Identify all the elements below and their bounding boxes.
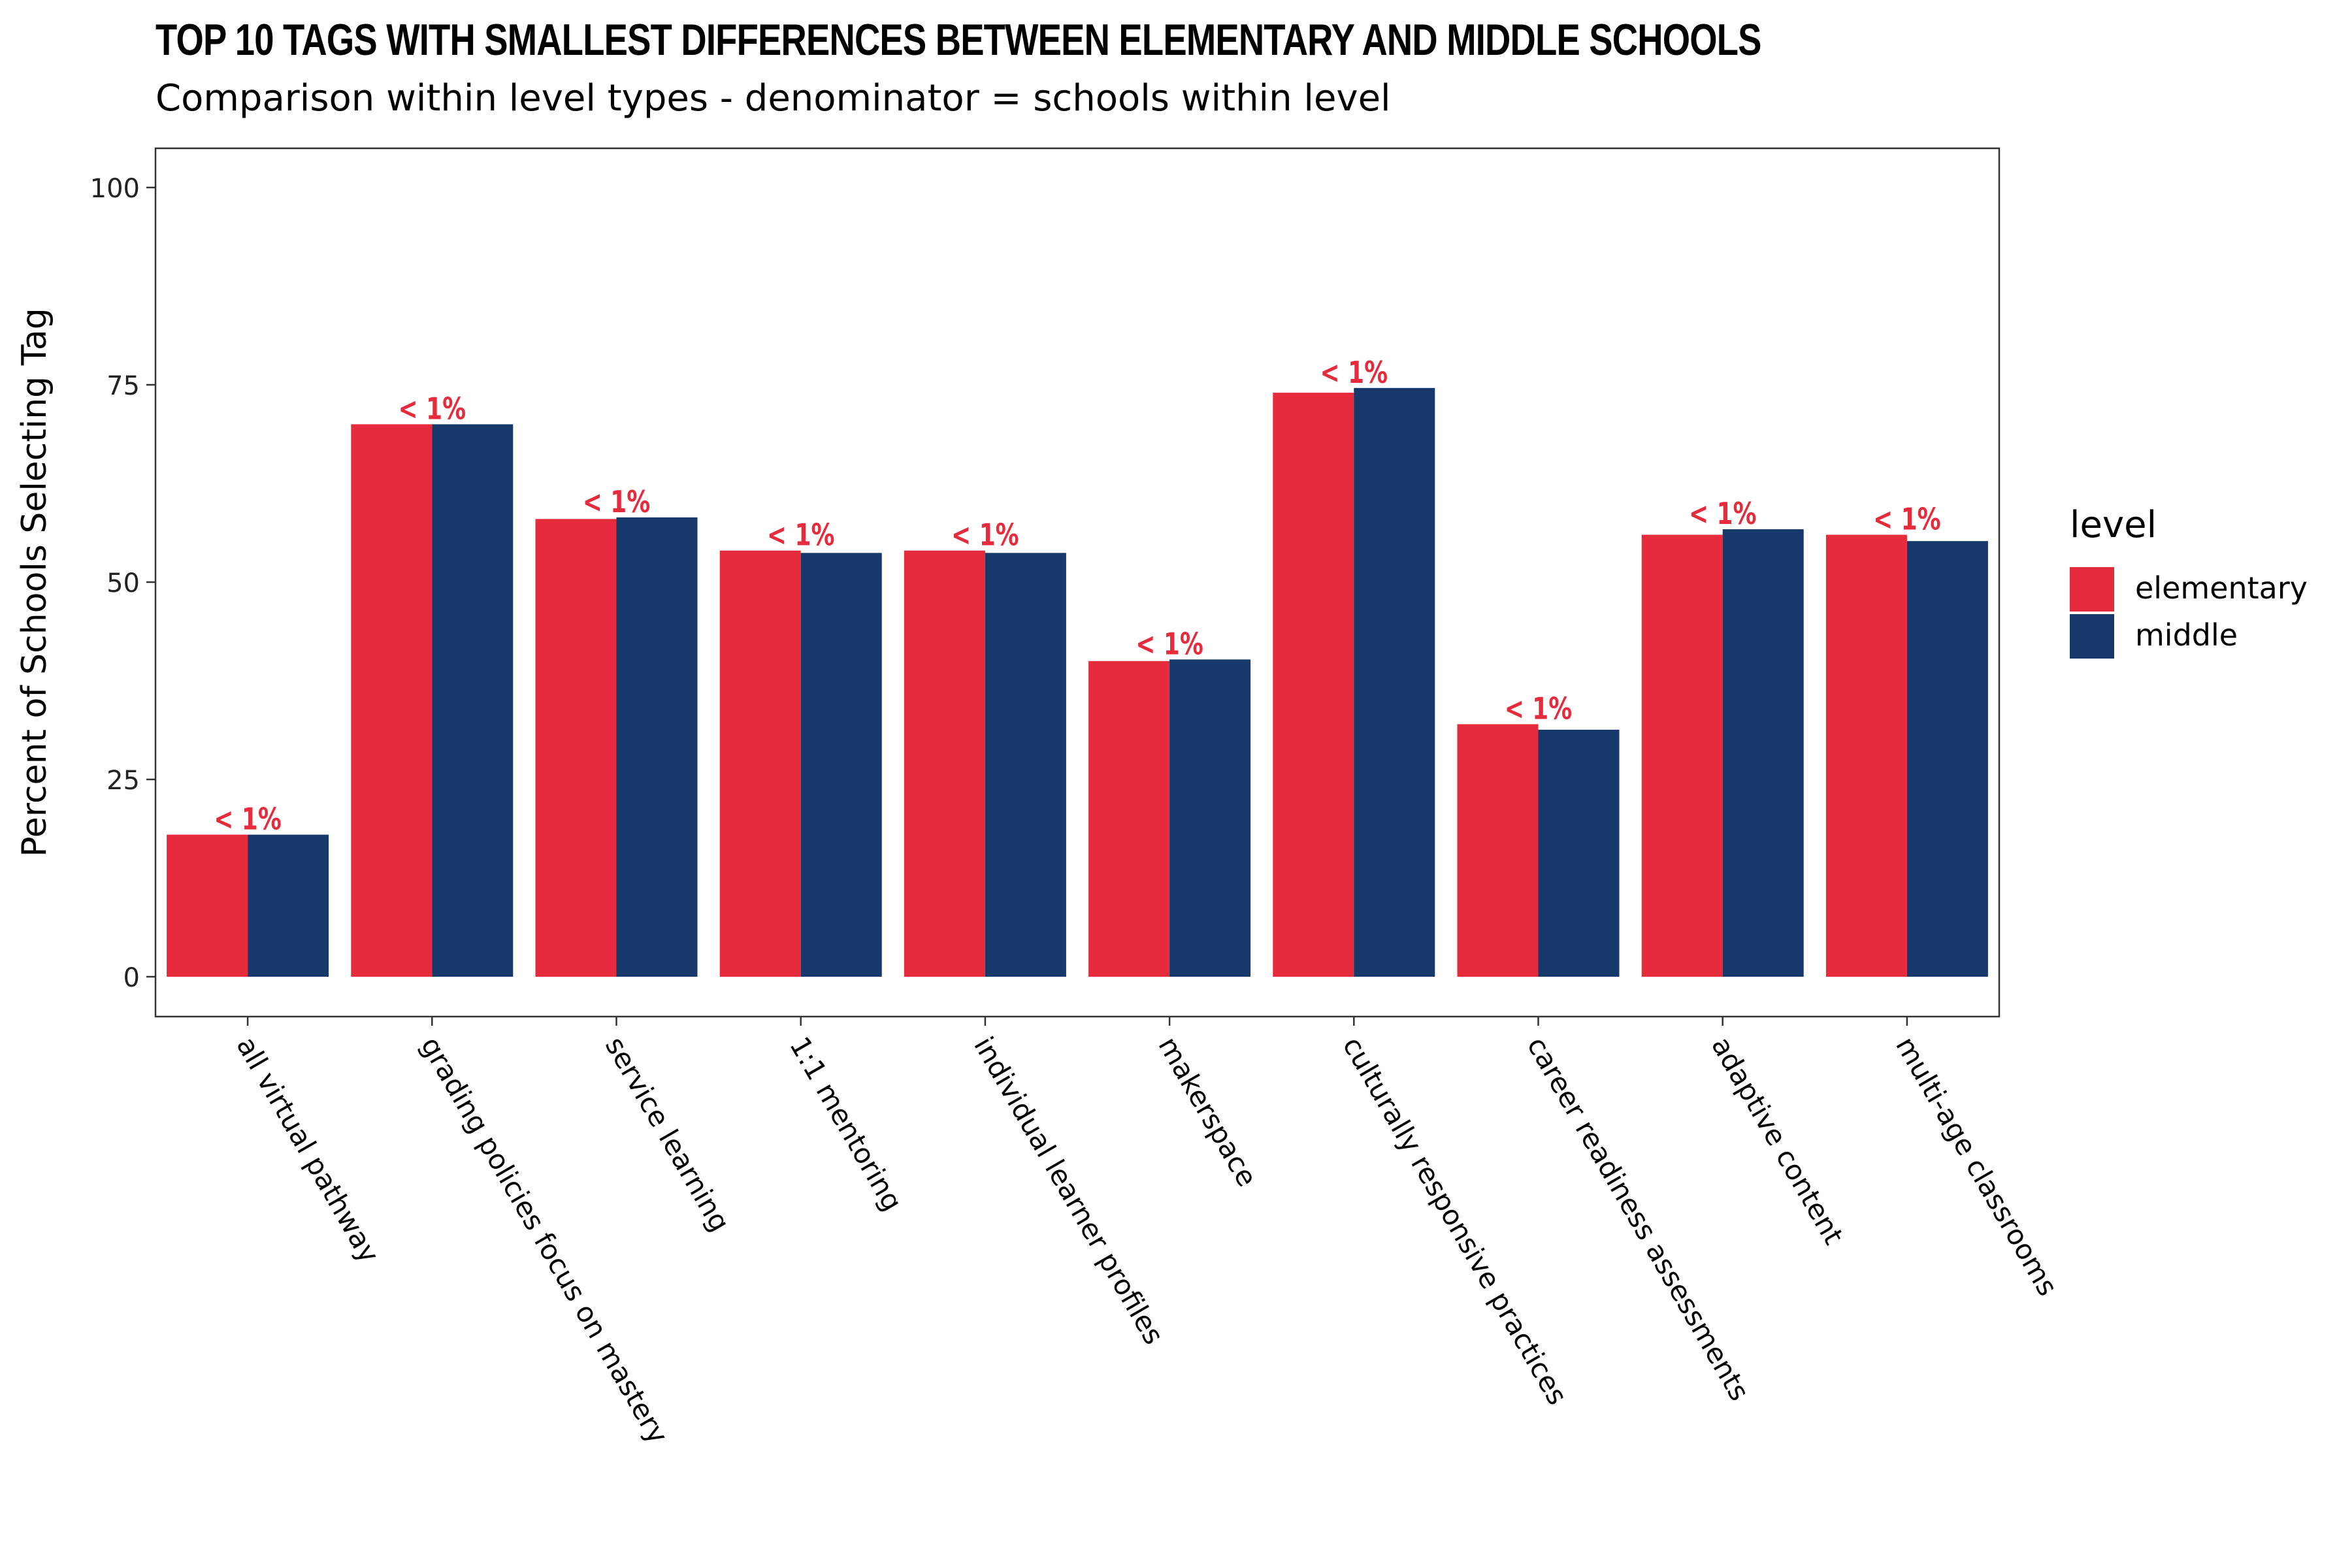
y-tick-label: 100 — [90, 174, 140, 204]
bar-elementary — [1825, 534, 1907, 977]
bar-annotation: < 1% — [583, 485, 650, 520]
bar-elementary — [904, 550, 985, 977]
bar-elementary — [535, 519, 617, 977]
legend-label-elementary: elementary — [2135, 570, 2308, 606]
y-tick-label: 75 — [106, 371, 140, 401]
bar-middle — [800, 553, 882, 977]
x-tick-label: all virtual pathway — [230, 1032, 385, 1269]
bar-annotation: < 1% — [1320, 355, 1388, 390]
x-tick-label: makerspace — [1152, 1032, 1263, 1192]
x-tick-label: individual learner profiles — [968, 1032, 1170, 1350]
bar-elementary — [1457, 724, 1539, 977]
bar-elementary — [1641, 534, 1723, 977]
legend-title: level — [2070, 504, 2157, 546]
bar-middle — [1538, 729, 1620, 977]
bar-middle — [985, 553, 1066, 977]
bar-elementary — [719, 550, 801, 977]
bar-middle — [1722, 529, 1804, 977]
x-tick-label: adaptive content — [1705, 1032, 1850, 1250]
chart-subtitle: Comparison within level types - denomina… — [155, 77, 1391, 120]
x-tick-label: 1:1 mentoring — [783, 1032, 909, 1217]
bar-annotation: < 1% — [767, 517, 834, 553]
bar-annotation: < 1% — [951, 517, 1019, 553]
bar-middle — [1169, 659, 1251, 977]
legend-label-middle: middle — [2135, 617, 2238, 653]
bar-annotation: < 1% — [1689, 497, 1756, 532]
legend-swatch-elementary — [2070, 567, 2114, 612]
bar-annotation: < 1% — [399, 391, 466, 427]
y-axis-label: Percent of Schools Selecting Tag — [15, 308, 54, 857]
bar-annotation: < 1% — [1505, 691, 1572, 727]
bar-elementary — [1273, 393, 1354, 977]
x-tick-label: service learning — [599, 1032, 736, 1237]
x-tick-label: multi-age classrooms — [1889, 1032, 2064, 1301]
bar-annotation: < 1% — [214, 802, 281, 837]
bar-annotation: < 1% — [1873, 502, 1940, 537]
y-tick-label: 25 — [106, 766, 140, 796]
y-tick-label: 0 — [123, 963, 140, 993]
chart-title: TOP 10 TAGS WITH SMALLEST DIFFERENCES BE… — [155, 15, 1761, 65]
legend-swatch-middle — [2070, 614, 2114, 659]
bar-middle — [248, 834, 329, 977]
x-tick-label: culturally responsive practices — [1337, 1032, 1574, 1411]
bar-middle — [432, 424, 514, 977]
bar-middle — [1906, 541, 1988, 977]
y-tick-label: 50 — [106, 568, 140, 598]
bar-elementary — [1088, 661, 1170, 977]
bar-elementary — [351, 424, 433, 977]
bar-middle — [1354, 387, 1435, 977]
bar-annotation: < 1% — [1135, 627, 1203, 662]
bar-middle — [616, 517, 698, 977]
x-tick-label: career readiness assessments — [1521, 1032, 1756, 1407]
bar-elementary — [167, 834, 248, 977]
